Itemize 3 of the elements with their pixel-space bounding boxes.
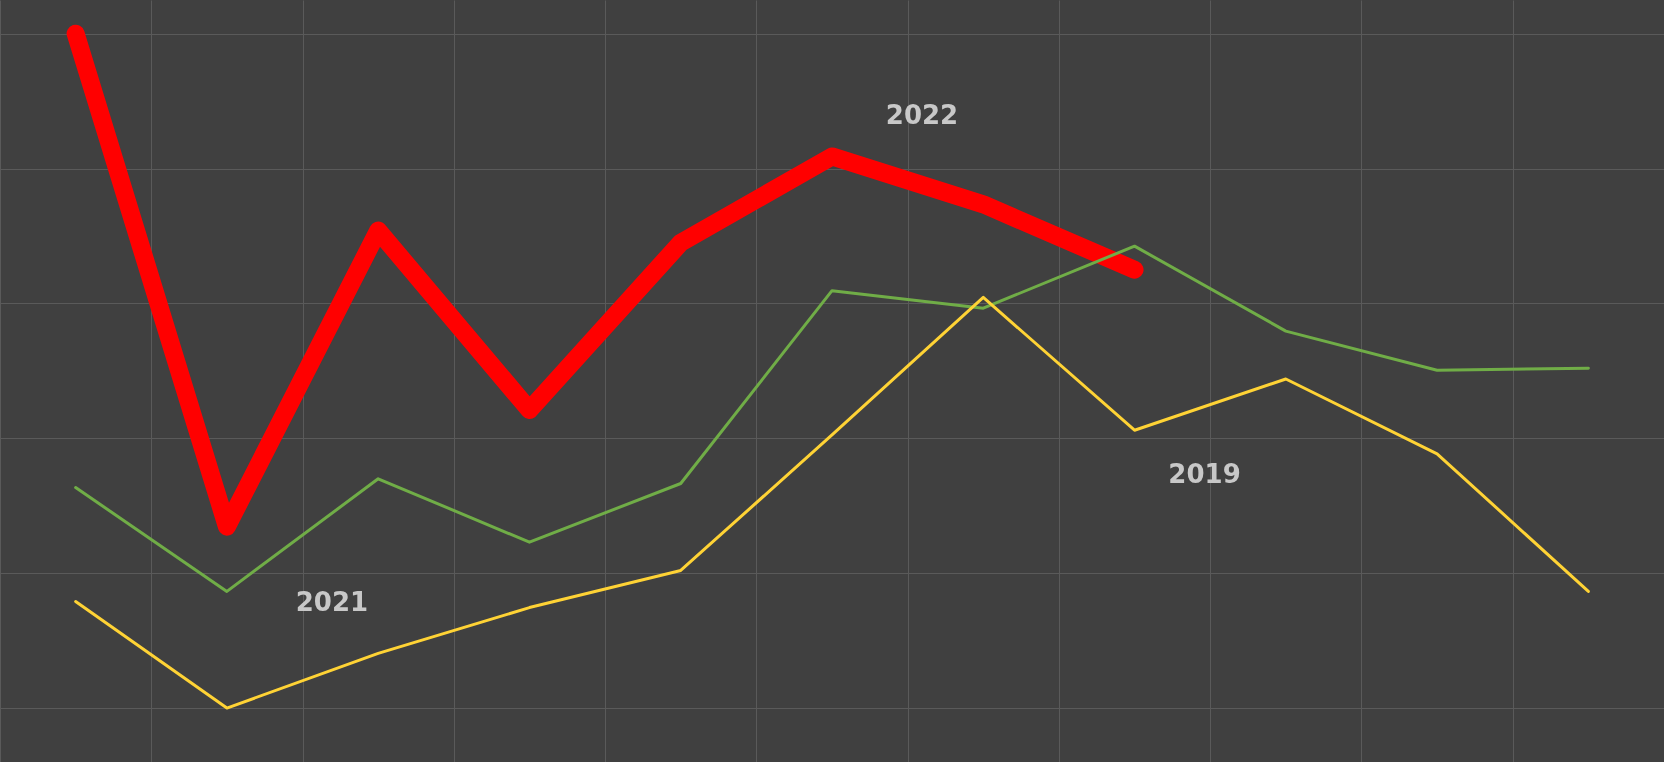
series-label: 2021 [295,587,369,618]
series-label: 2019 [1168,459,1241,490]
series-label: 2022 [885,100,959,131]
